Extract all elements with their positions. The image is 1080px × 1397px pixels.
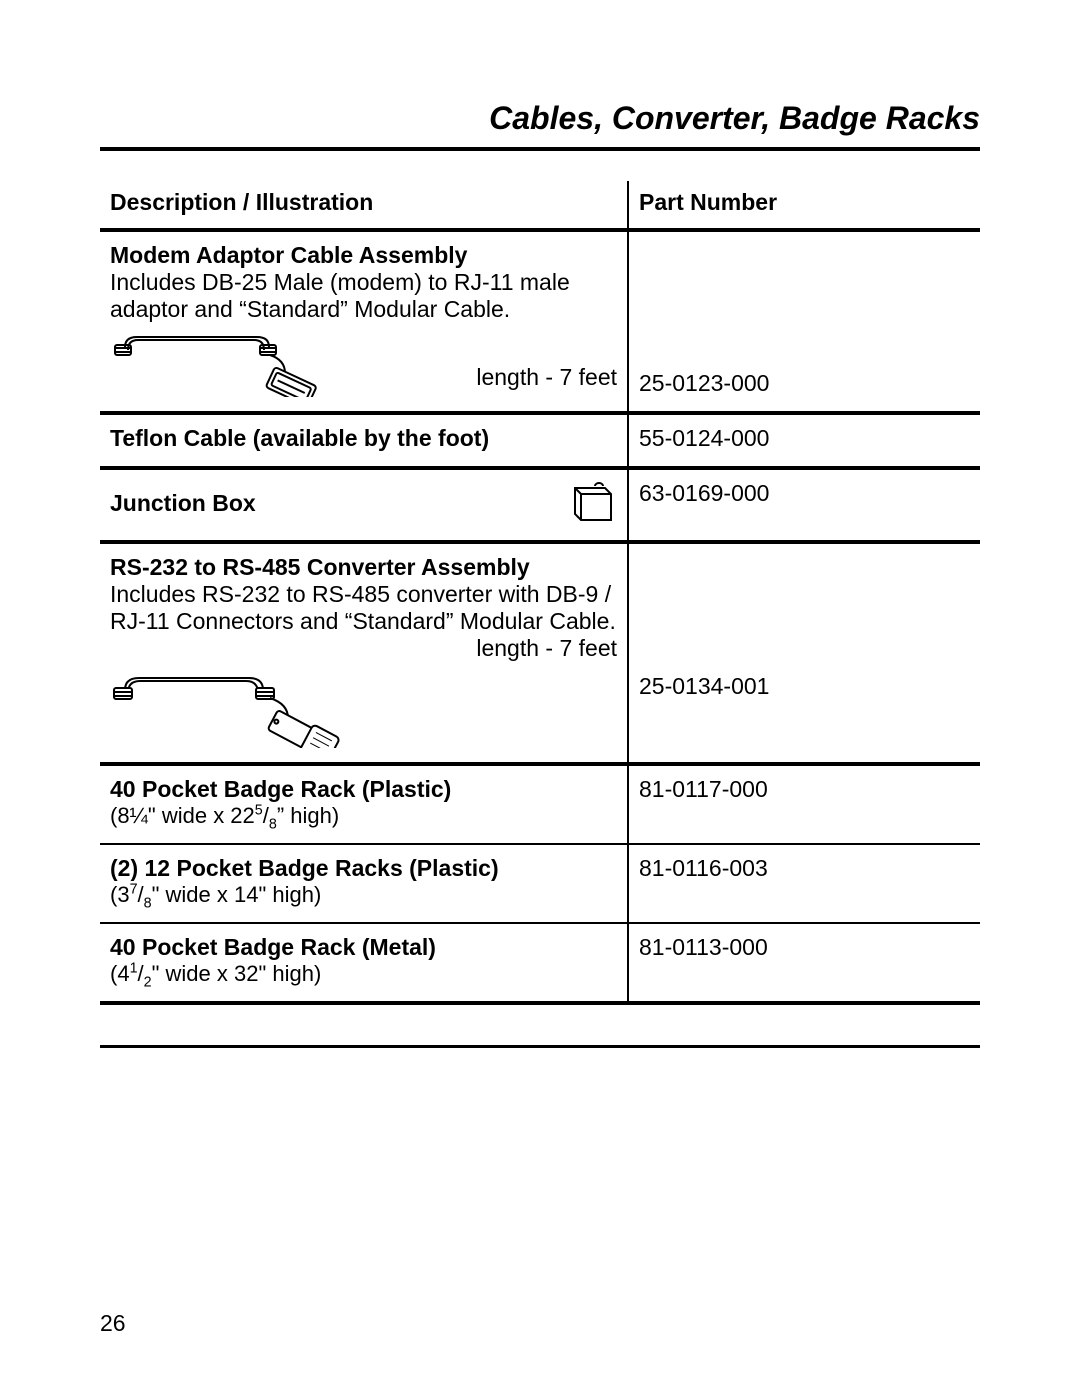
cell-part-number: 63-0169-000	[628, 468, 980, 542]
table-row: (2) 12 Pocket Badge Racks (Plastic) (37/…	[100, 844, 980, 923]
parts-table: Description / Illustration Part Number M…	[100, 181, 980, 1005]
item-heading: RS-232 to RS-485 Converter Assembly	[110, 554, 530, 580]
cell-part-number: 25-0123-000	[628, 230, 980, 413]
cell-description: (2) 12 Pocket Badge Racks (Plastic) (37/…	[100, 844, 628, 923]
header-description: Description / Illustration	[100, 181, 628, 230]
page-title: Cables, Converter, Badge Racks	[100, 100, 980, 147]
cell-description: RS-232 to RS-485 Converter Assembly Incl…	[100, 542, 628, 764]
table-header-row: Description / Illustration Part Number	[100, 181, 980, 230]
junction-box-icon	[567, 480, 617, 526]
cell-part-number: 81-0113-000	[628, 923, 980, 1003]
modem-cable-icon	[110, 327, 350, 397]
table-row: RS-232 to RS-485 Converter Assembly Incl…	[100, 542, 980, 764]
page-container: Cables, Converter, Badge Racks Descripti…	[0, 0, 1080, 1397]
item-heading: Modem Adaptor Cable Assembly	[110, 242, 617, 269]
item-dimensions: (41/2" wide x 32" high)	[110, 961, 617, 987]
item-heading: 40 Pocket Badge Rack (Plastic)	[110, 776, 617, 803]
part-number-text: 25-0123-000	[639, 370, 970, 397]
item-dimensions: (8¼" wide x 225/8” high)	[110, 803, 617, 829]
cell-description: Junction Box	[100, 468, 628, 542]
part-number-text: 81-0117-000	[639, 776, 768, 802]
item-heading: (2) 12 Pocket Badge Racks (Plastic)	[110, 855, 617, 882]
length-label: length - 7 feet	[110, 635, 617, 662]
page-number: 26	[100, 1310, 126, 1337]
part-number-text: 55-0124-000	[639, 425, 769, 451]
cell-description: 40 Pocket Badge Rack (Plastic) (8¼" wide…	[100, 764, 628, 844]
cell-part-number: 25-0134-001	[628, 542, 980, 764]
part-number-text: 81-0113-000	[639, 934, 768, 960]
cell-part-number: 55-0124-000	[628, 413, 980, 468]
item-detail: Includes DB-25 Male (modem) to RJ-11 mal…	[110, 269, 617, 323]
cell-description: Modem Adaptor Cable Assembly Includes DB…	[100, 230, 628, 413]
table-row: 40 Pocket Badge Rack (Metal) (41/2" wide…	[100, 923, 980, 1003]
part-number-text: 25-0134-001	[639, 603, 970, 700]
table-row: Teflon Cable (available by the foot) 55-…	[100, 413, 980, 468]
title-rule	[100, 147, 980, 151]
cell-description: Teflon Cable (available by the foot)	[100, 413, 628, 468]
part-number-text: 81-0116-003	[639, 855, 768, 881]
converter-illustration	[110, 668, 617, 748]
item-heading: 40 Pocket Badge Rack (Metal)	[110, 934, 617, 961]
length-label: length - 7 feet	[476, 364, 617, 397]
item-heading: Junction Box	[110, 490, 256, 517]
cell-description: 40 Pocket Badge Rack (Metal) (41/2" wide…	[100, 923, 628, 1003]
cell-part-number: 81-0117-000	[628, 764, 980, 844]
table-row: Junction Box 63-0169-00	[100, 468, 980, 542]
table-row: 40 Pocket Badge Rack (Plastic) (8¼" wide…	[100, 764, 980, 844]
footer-rule	[100, 1045, 980, 1048]
item-heading: Teflon Cable (available by the foot)	[110, 425, 489, 451]
cell-part-number: 81-0116-003	[628, 844, 980, 923]
item-detail: Includes RS-232 to RS-485 converter with…	[110, 581, 617, 635]
converter-cable-icon	[110, 668, 360, 748]
part-number-text: 63-0169-000	[639, 480, 769, 506]
item-dimensions: (37/8" wide x 14" high)	[110, 882, 617, 908]
cable-illustration	[110, 327, 350, 397]
header-part-number: Part Number	[628, 181, 980, 230]
table-row: Modem Adaptor Cable Assembly Includes DB…	[100, 230, 980, 413]
